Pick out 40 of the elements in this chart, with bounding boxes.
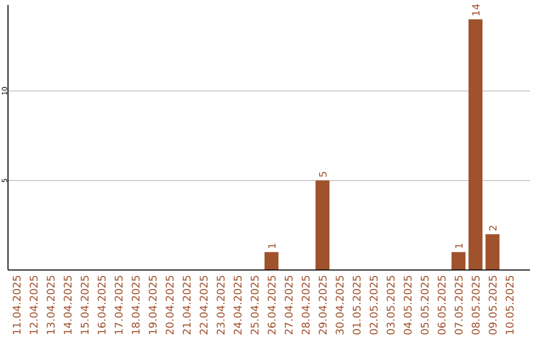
x-tick-label: 25.04.2025 — [250, 275, 262, 336]
x-tick-label: 22.04.2025 — [198, 275, 210, 336]
x-tick-label: 08.05.2025 — [470, 275, 482, 336]
x-tick-label: 29.04.2025 — [318, 275, 330, 336]
data-label: 1 — [268, 242, 278, 250]
data-label: 1 — [454, 242, 466, 250]
x-tick-label: 03.05.2025 — [386, 275, 398, 336]
bar — [316, 180, 330, 270]
x-tick-label: 24.04.2025 — [232, 275, 244, 336]
x-tick-label: 23.04.2025 — [216, 275, 228, 336]
x-tick-label: 21.04.2025 — [182, 275, 194, 336]
data-label: 5 — [318, 171, 330, 178]
data-label: 2 — [488, 224, 500, 232]
x-tick-label: 14.04.2025 — [62, 275, 74, 336]
x-tick-label: 10.05.2025 — [504, 275, 516, 336]
x-tick-label: 27.04.2025 — [284, 275, 296, 336]
x-tick-label: 30.04.2025 — [334, 275, 346, 336]
bar — [264, 252, 278, 270]
x-tick-label: 12.04.2025 — [28, 275, 40, 336]
x-tick-label: 26.04.2025 — [266, 275, 278, 336]
bar — [452, 252, 466, 270]
x-tick-label: 11.04.2025 — [12, 275, 24, 336]
bar — [486, 234, 500, 270]
x-tick-label: 15.04.2025 — [80, 275, 92, 336]
x-tick-label: 17.04.2025 — [114, 275, 126, 336]
x-tick-label: 19.04.2025 — [148, 275, 160, 336]
x-tick-label: 01.05.2025 — [352, 275, 364, 336]
data-label: 14 — [472, 4, 482, 16]
x-tick-label: 04.05.2025 — [402, 275, 414, 336]
x-tick-label: 05.05.2025 — [420, 275, 432, 336]
x-tick-label: 20.04.2025 — [164, 275, 176, 336]
x-tick-label: 13.04.2025 — [46, 275, 58, 336]
x-tick-label: 28.04.2025 — [300, 275, 312, 336]
x-tick-label: 02.05.2025 — [368, 275, 380, 336]
x-tick-label: 07.05.2025 — [454, 275, 466, 336]
bar — [468, 19, 482, 270]
x-tick-label: 09.05.2025 — [488, 275, 500, 336]
x-tick-label: 18.04.2025 — [130, 275, 142, 336]
x-tick-label: 16.04.2025 — [96, 275, 108, 336]
x-tick-label: 06.05.2025 — [436, 275, 448, 336]
